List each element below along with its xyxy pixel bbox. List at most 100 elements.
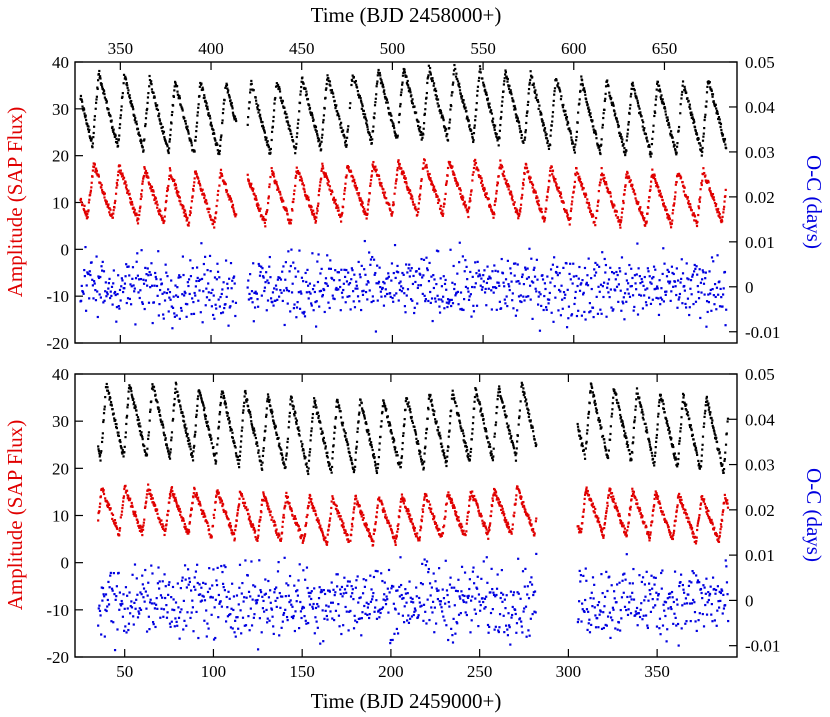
data-point bbox=[147, 437, 150, 441]
data-point bbox=[249, 416, 252, 419]
data-point bbox=[383, 194, 386, 197]
data-point bbox=[459, 92, 462, 96]
data-point bbox=[227, 93, 231, 97]
data-point bbox=[229, 305, 232, 308]
data-point bbox=[644, 301, 648, 304]
data-point bbox=[257, 111, 260, 114]
y-right-tick-label: 0.03 bbox=[745, 456, 775, 475]
data-point bbox=[195, 415, 198, 419]
data-point bbox=[312, 309, 315, 312]
data-point bbox=[596, 312, 600, 315]
data-point bbox=[482, 274, 485, 277]
data-point bbox=[315, 300, 318, 303]
data-point bbox=[101, 436, 104, 439]
data-point bbox=[690, 293, 693, 296]
data-point bbox=[664, 293, 667, 296]
data-point bbox=[166, 447, 169, 450]
data-point bbox=[234, 452, 238, 455]
data-point bbox=[309, 434, 313, 437]
data-point bbox=[132, 108, 135, 111]
data-point bbox=[307, 467, 310, 470]
data-point bbox=[689, 206, 692, 209]
data-point bbox=[550, 311, 553, 314]
data-point bbox=[624, 272, 627, 275]
data-point bbox=[121, 279, 124, 282]
data-point bbox=[696, 284, 699, 288]
data-point bbox=[184, 214, 187, 217]
data-point bbox=[189, 139, 193, 143]
data-point bbox=[645, 220, 648, 223]
data-point bbox=[272, 109, 276, 112]
data-point bbox=[182, 211, 185, 214]
data-point bbox=[398, 282, 401, 285]
data-point bbox=[625, 173, 628, 176]
data-point bbox=[429, 393, 432, 397]
data-point bbox=[498, 129, 502, 132]
data-point bbox=[421, 136, 424, 139]
data-point bbox=[128, 196, 132, 200]
data-point bbox=[355, 447, 358, 450]
data-point bbox=[306, 97, 310, 101]
data-point bbox=[403, 423, 406, 426]
data-point bbox=[606, 188, 610, 191]
data-point bbox=[434, 300, 437, 303]
data-point bbox=[254, 436, 258, 440]
data-point bbox=[486, 436, 489, 440]
data-point bbox=[598, 146, 601, 149]
data-point bbox=[172, 409, 175, 412]
data-point bbox=[665, 208, 668, 211]
data-point bbox=[125, 82, 128, 85]
data-point bbox=[300, 276, 304, 279]
data-point bbox=[470, 190, 473, 193]
data-point bbox=[202, 262, 205, 266]
data-point bbox=[152, 385, 156, 388]
data-point bbox=[510, 93, 513, 96]
data-point bbox=[326, 456, 329, 459]
data-point bbox=[177, 190, 180, 194]
data-point bbox=[484, 427, 487, 431]
data-point bbox=[561, 200, 565, 203]
data-point bbox=[87, 128, 90, 131]
data-point bbox=[505, 75, 508, 78]
data-point bbox=[84, 309, 88, 312]
data-point bbox=[285, 454, 288, 457]
data-point bbox=[513, 201, 516, 204]
data-point bbox=[99, 296, 102, 299]
data-point bbox=[373, 456, 376, 459]
data-point bbox=[202, 409, 206, 412]
data-point bbox=[662, 102, 665, 106]
data-point bbox=[322, 114, 326, 117]
data-point bbox=[557, 82, 560, 85]
data-point bbox=[233, 282, 236, 285]
data-point bbox=[701, 269, 704, 272]
data-point bbox=[130, 390, 133, 393]
data-point bbox=[178, 95, 181, 98]
data-point bbox=[273, 102, 276, 105]
data-point bbox=[602, 295, 605, 299]
data-point bbox=[684, 306, 688, 309]
data-point bbox=[356, 295, 360, 298]
data-point bbox=[721, 215, 724, 218]
data-point bbox=[217, 425, 220, 428]
data-point bbox=[723, 137, 727, 141]
data-point bbox=[628, 112, 631, 115]
data-point bbox=[323, 107, 326, 110]
data-point bbox=[84, 114, 87, 117]
data-point bbox=[520, 196, 523, 199]
data-point bbox=[587, 201, 590, 205]
data-point bbox=[265, 407, 268, 410]
data-point bbox=[401, 83, 404, 86]
data-point bbox=[618, 223, 622, 226]
data-point bbox=[507, 183, 510, 187]
data-point bbox=[686, 277, 689, 280]
data-point bbox=[235, 455, 238, 458]
data-point bbox=[514, 108, 517, 111]
data-point bbox=[146, 172, 149, 175]
data-point bbox=[308, 454, 311, 457]
data-point bbox=[194, 430, 197, 433]
data-point bbox=[592, 125, 595, 128]
data-point bbox=[119, 440, 122, 444]
data-point bbox=[417, 202, 421, 205]
data-point bbox=[292, 140, 295, 143]
data-point bbox=[340, 126, 343, 129]
